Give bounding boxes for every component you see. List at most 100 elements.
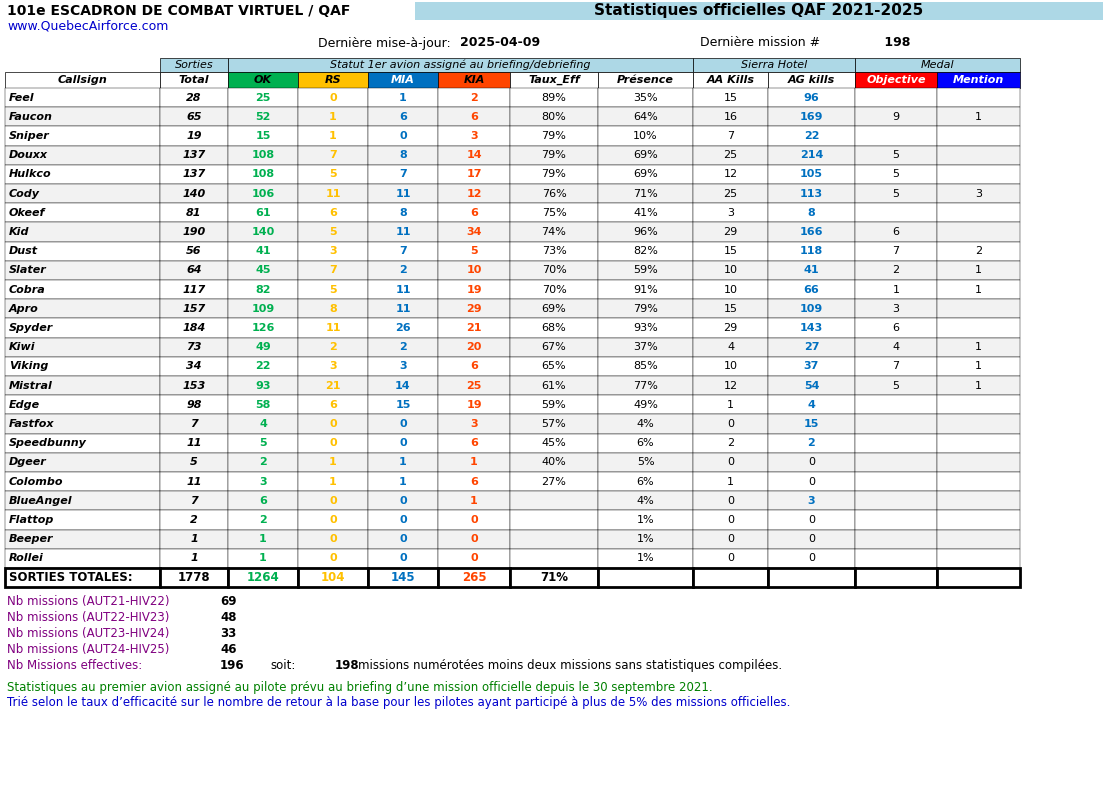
Bar [160, 376, 228, 395]
Bar [855, 491, 937, 510]
Bar [598, 510, 692, 530]
Text: 19: 19 [466, 285, 482, 294]
Bar [368, 184, 438, 203]
Bar [160, 88, 228, 107]
Bar [6, 453, 160, 472]
Text: 34: 34 [186, 362, 202, 371]
Bar [298, 472, 368, 491]
Bar [855, 414, 937, 434]
Text: Nb missions (AUT21-HIV22): Nb missions (AUT21-HIV22) [7, 594, 170, 608]
Bar [228, 376, 298, 395]
Text: 4: 4 [892, 342, 900, 352]
Text: 0: 0 [329, 515, 337, 525]
Bar [160, 107, 228, 126]
Text: 57%: 57% [542, 419, 566, 429]
Text: 7: 7 [191, 496, 198, 506]
Text: 12: 12 [724, 381, 738, 390]
Text: Nb Missions effectives:: Nb Missions effectives: [7, 658, 142, 672]
Text: 71%: 71% [633, 189, 658, 198]
Text: 29: 29 [466, 304, 482, 314]
Text: 96: 96 [803, 93, 820, 102]
Bar [692, 491, 768, 510]
Text: 6: 6 [329, 208, 337, 218]
Text: 89%: 89% [542, 93, 566, 102]
Text: 145: 145 [391, 571, 416, 584]
Bar [692, 549, 768, 568]
Text: 143: 143 [800, 323, 823, 333]
Text: 1: 1 [399, 93, 407, 102]
Text: 7: 7 [727, 131, 735, 141]
Text: 1: 1 [329, 131, 337, 141]
Bar [937, 88, 1020, 107]
Bar [6, 510, 160, 530]
Text: 68%: 68% [542, 323, 566, 333]
Bar [692, 126, 768, 146]
Bar [160, 357, 228, 376]
Text: soit:: soit: [270, 658, 296, 672]
Bar [368, 126, 438, 146]
Text: 198: 198 [335, 658, 360, 672]
Bar [768, 338, 855, 357]
Bar [6, 568, 160, 587]
Text: 3: 3 [399, 362, 407, 371]
Text: 79%: 79% [542, 131, 566, 141]
Bar [768, 530, 855, 549]
Bar [598, 222, 692, 242]
Text: 166: 166 [800, 227, 823, 237]
Text: Kiwi: Kiwi [9, 342, 35, 352]
Bar [937, 184, 1020, 203]
Text: Objective: Objective [866, 75, 926, 85]
Text: 2: 2 [191, 515, 198, 525]
Bar [510, 453, 598, 472]
Text: 2: 2 [399, 342, 407, 352]
Text: 15: 15 [803, 419, 819, 429]
Text: 46: 46 [220, 642, 236, 656]
Text: Slater: Slater [9, 266, 47, 275]
Bar [510, 222, 598, 242]
Bar [160, 510, 228, 530]
Bar [438, 203, 510, 222]
Text: 4%: 4% [637, 496, 655, 506]
Bar [855, 568, 937, 587]
Text: 76%: 76% [542, 189, 566, 198]
Bar [228, 88, 298, 107]
Bar [937, 414, 1020, 434]
Bar [768, 434, 855, 453]
Text: 10%: 10% [633, 131, 658, 141]
Text: Sniper: Sniper [9, 131, 50, 141]
Text: Fastfox: Fastfox [9, 419, 54, 429]
Bar [855, 453, 937, 472]
Text: 5: 5 [329, 285, 337, 294]
Bar [368, 280, 438, 299]
Text: 1: 1 [470, 458, 478, 467]
Bar [937, 376, 1020, 395]
Text: 16: 16 [724, 112, 738, 122]
Bar [510, 472, 598, 491]
Text: 79%: 79% [542, 170, 566, 179]
Bar [438, 395, 510, 414]
Bar [6, 414, 160, 434]
Bar [438, 376, 510, 395]
Text: 5: 5 [329, 170, 337, 179]
Text: 12: 12 [724, 170, 738, 179]
Bar [855, 434, 937, 453]
Text: 85%: 85% [633, 362, 658, 371]
Bar [298, 338, 368, 357]
Bar [598, 530, 692, 549]
Text: 2: 2 [975, 246, 982, 256]
Text: Dust: Dust [9, 246, 38, 256]
Bar [6, 299, 160, 318]
Text: Sierra Hotel: Sierra Hotel [741, 60, 807, 70]
Bar [855, 58, 1020, 72]
Text: 1: 1 [329, 112, 337, 122]
Bar [228, 338, 298, 357]
Text: Mistral: Mistral [9, 381, 53, 390]
Bar [855, 549, 937, 568]
Text: 1%: 1% [637, 534, 655, 544]
Bar [937, 357, 1020, 376]
Bar [598, 472, 692, 491]
Bar [768, 472, 855, 491]
Text: 184: 184 [183, 323, 206, 333]
Bar [6, 107, 160, 126]
Text: 3: 3 [259, 477, 267, 486]
